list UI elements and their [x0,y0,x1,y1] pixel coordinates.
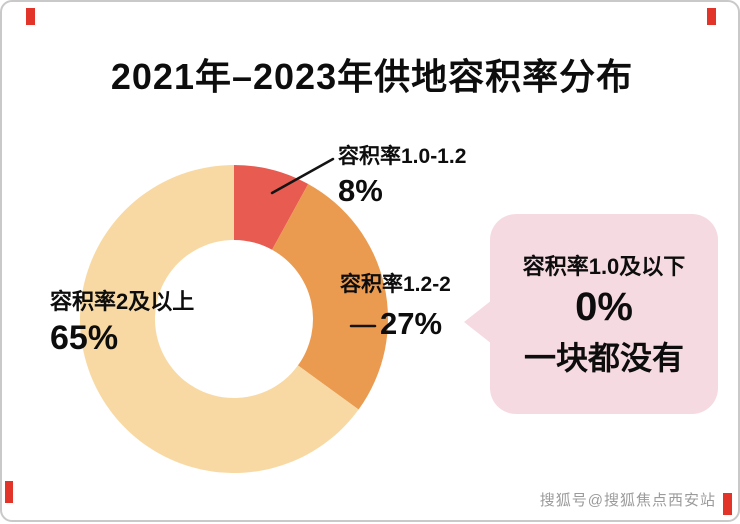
donut-slices [79,164,388,473]
slice-label-2: 容积率1.2-2 27% [340,268,451,342]
corner-mark-top-left [26,8,35,25]
callout-note: 一块都没有 [523,340,684,376]
slice-label-3-value: 65% [50,319,119,357]
slice-label-2-name: 容积率1.2-2 [340,273,451,296]
slice-label-3-name: 容积率2及以上 [50,289,195,314]
donut-slice [272,184,388,410]
donut-slice [79,164,359,473]
pointer-line-slice-8pct [270,157,335,195]
callout-bubble: 容积率1.0及以下 0% 一块都没有 [464,214,718,414]
slice-label-3: 容积率2及以上 65% [50,284,194,358]
slice-label-1: 容积率1.0-1.2 8% [338,140,466,209]
watermark: 搜狐号@搜狐焦点西安站 [539,492,716,509]
corner-mark-bottom-right [723,493,732,515]
donut-slice [234,165,309,250]
chart-title: 2021年–2023年供地容积率分布 [110,56,634,97]
slice-label-1-value: 8% [338,173,383,208]
corner-mark-top-right [707,8,716,25]
slice-label-2-value: 27% [380,306,443,341]
callout-value: 0% [575,285,633,329]
slice-label-1-name: 容积率1.0-1.2 [338,145,467,168]
corner-mark-bottom-left [5,481,13,503]
callout-label: 容积率1.0及以下 [522,254,686,279]
